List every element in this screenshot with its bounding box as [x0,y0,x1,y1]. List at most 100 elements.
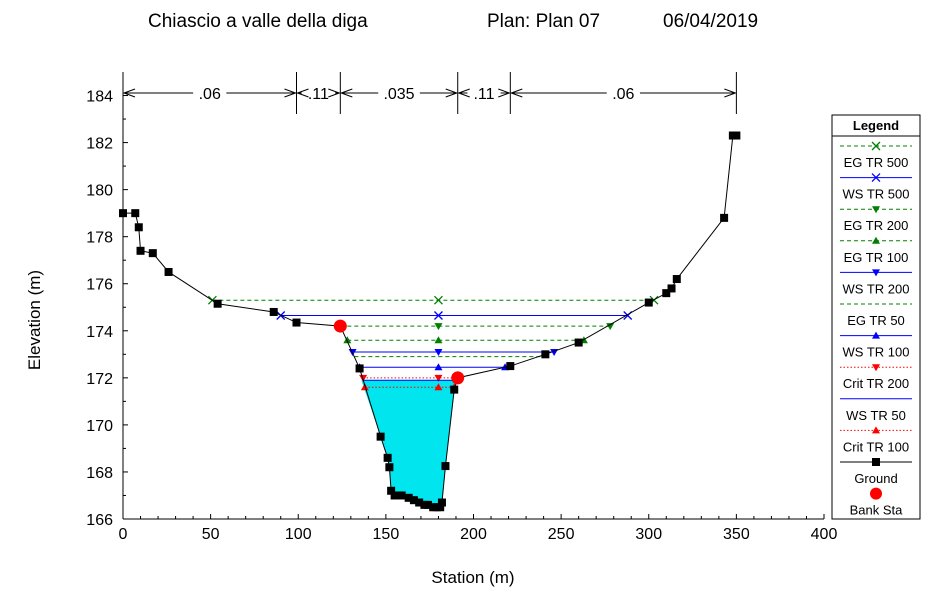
ground-point-24 [436,503,445,512]
legend-marker-ground [872,458,880,466]
x-axis-label: Station (m) [431,568,514,587]
y-tick-label-4: 174 [86,324,113,341]
x-tick-label-2: 100 [285,526,312,543]
profile-marker-eg-tr-500-1 [433,295,443,305]
ground-point-16 [397,491,406,500]
ground-point-36 [720,213,729,222]
legend-label-eg-tr-500: EG TR 500 [844,155,909,170]
y-tick-label-2: 170 [86,418,113,435]
ground-point-34 [667,284,676,293]
ground-point-14 [387,486,396,495]
manning-n-arrow-left-4 [509,88,523,98]
legend-label-bank-sta: Bank Sta [850,503,904,518]
manning-n-label-0: .06 [199,86,221,103]
manning-n-arrow-left-0 [122,88,136,98]
legend-label-crit-tr-200: Crit TR 200 [843,376,909,391]
ground-point-31 [574,338,583,347]
x-tick-label-0: 0 [119,526,128,543]
ground-point-12 [383,453,392,462]
y-tick-label-8: 182 [86,136,113,153]
ground-point-25 [437,498,446,507]
ground-point-10 [355,364,364,373]
ground-point-2 [134,223,143,232]
x-tick-label-4: 200 [460,526,487,543]
profile-marker-eg-tr-100-0 [343,336,352,344]
y-tick-label-6: 178 [86,230,113,247]
y-axis-label: Elevation (m) [25,270,44,370]
ground-point-32 [644,298,653,307]
manning-n-arrow-right-0 [284,88,297,98]
ground-point-5 [164,267,173,276]
legend-label-crit-tr-100: Crit TR 100 [843,439,909,454]
legend-marker-eg-tr-200 [872,206,880,214]
ground-point-33 [662,289,671,298]
legend-box [831,114,921,520]
x-tick-label-8: 400 [811,526,838,543]
legend-marker-crit-tr-200 [872,364,880,372]
ground-point-38 [732,131,741,140]
ground-point-18 [409,496,418,505]
y-tick-label-9: 184 [86,89,113,106]
legend-marker-bank-sta [870,487,882,500]
manning-n-arrow-right-1 [328,88,341,98]
x-tick-label-5: 250 [548,526,575,543]
profile-marker-ws-tr-100-1 [434,363,443,371]
ground-point-26 [441,462,450,471]
legend-marker-ws-tr-200 [872,269,880,277]
manning-n-label-3: .11 [473,86,494,103]
ground-point-21 [423,500,432,509]
legend-label-eg-tr-200: EG TR 200 [844,218,909,233]
x-tick-label-7: 350 [723,526,750,543]
ground-point-13 [385,463,394,472]
legend-label-eg-tr-100: EG TR 100 [844,250,909,265]
water-area [361,380,457,508]
ground-point-7 [269,307,278,316]
profile-lines-layer [207,295,659,391]
ground-point-1 [131,209,140,218]
legend-marker-ws-tr-100 [872,331,880,339]
ground-point-17 [404,493,413,502]
bank-sta-layer [333,319,465,385]
profile-marker-ws-tr-500-1 [433,311,443,320]
ground-point-4 [148,249,157,258]
profile-marker-crit-tr-100-1 [434,383,443,391]
x-ticks: 0 50 100 150 200 250 300 350 400 [119,514,838,543]
manning-n-arrow-left-1 [296,88,309,98]
y-ticks: 166 168 170 172 174 176 178 180 182 184 [86,89,128,529]
manning-n-label-1: .11 [308,86,329,103]
profile-marker-eg-tr-100-1 [434,336,443,344]
legend-label-eg-tr-50: EG TR 50 [847,313,905,328]
x-tick-label-3: 150 [373,526,400,543]
x-tick-label-1: 50 [202,526,220,543]
manning-n-arrow-right-3 [498,88,511,98]
legend-label-ws-tr-50: WS TR 50 [846,408,906,423]
legend-items: EG TR 500 WS TR 500 EG TR 200 EG TR 100 WS T… [840,141,912,518]
bank-sta-point-0 [333,319,347,333]
ground-point-29 [506,362,515,371]
legend-label-ws-tr-200: WS TR 200 [843,281,910,296]
plan-label: Plan: Plan 07 [487,11,600,32]
ground-point-19 [415,498,424,507]
manning-n-layer: .06 .11 .035 .11 .06 [122,72,737,114]
ground-point-8 [292,318,301,327]
plan-date: 06/04/2019 [663,11,758,32]
manning-n-arrow-left-2 [339,88,353,98]
manning-n-arrow-right-2 [445,88,459,98]
legend-label-ws-tr-500: WS TR 500 [843,187,910,202]
profile-marker-crit-tr-200-1 [434,374,443,382]
legend-label-ground: Ground [854,471,897,486]
legend-marker-eg-tr-100 [872,236,880,244]
axes [122,72,824,520]
ground-point-6 [213,299,222,308]
ground-point-3 [136,246,145,255]
manning-n-arrow-right-4 [724,88,737,98]
manning-n-label-4: .06 [612,86,634,103]
chart-title: Chiascio a valle della diga [148,11,368,32]
y-tick-label-3: 172 [86,371,113,388]
water-area-layer [361,380,457,508]
ground-point-11 [376,432,385,441]
x-tick-label-6: 300 [635,526,662,543]
y-tick-label-0: 166 [86,512,113,529]
